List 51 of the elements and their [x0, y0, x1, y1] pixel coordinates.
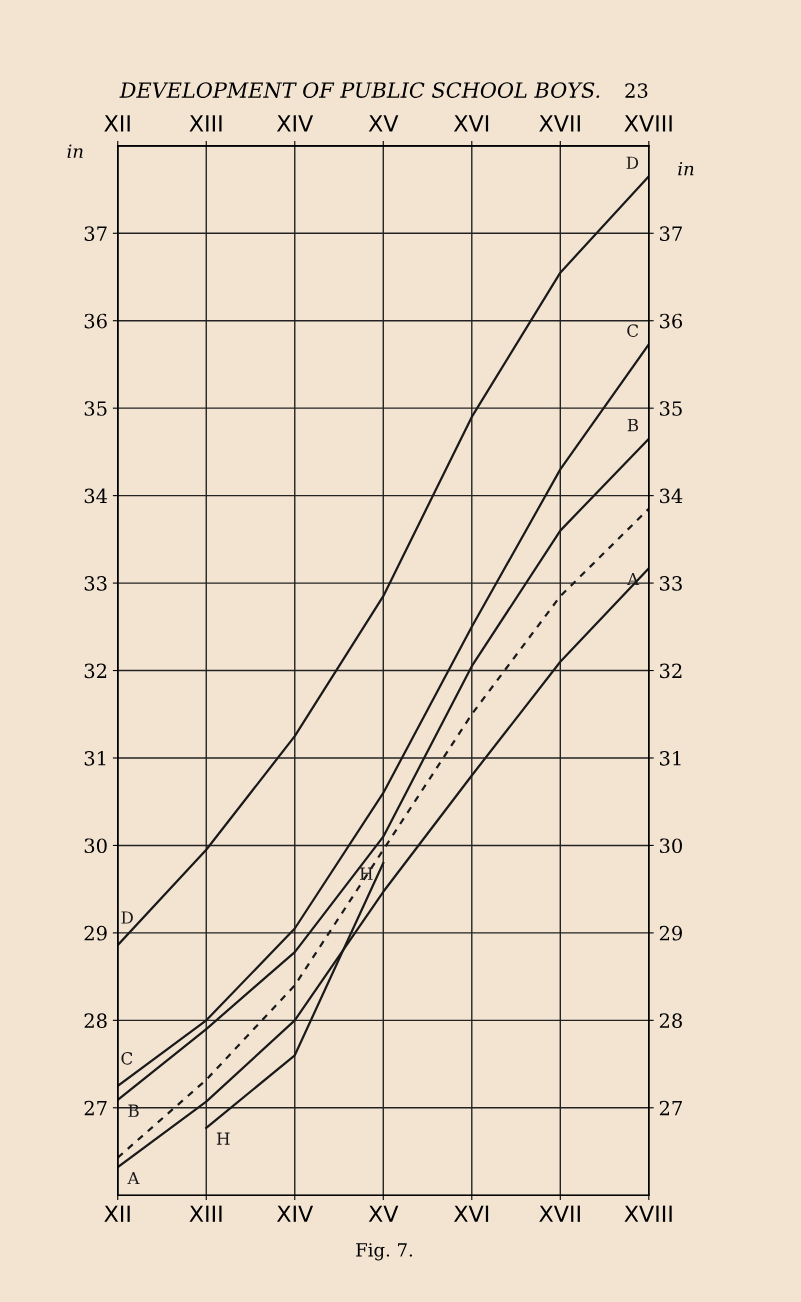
series-label: D: [121, 911, 133, 924]
y-tick-label: 31: [84, 750, 106, 766]
text: A: [127, 1171, 140, 1185]
y-tick-label: 30: [84, 838, 107, 854]
text: C: [627, 324, 639, 337]
x-tick-label: XII: [104, 1205, 130, 1222]
x-tick-label: XIV: [276, 1205, 314, 1222]
y2-tick-label: 37: [660, 226, 682, 241]
text: 23: [625, 83, 648, 98]
y-axis-title: in: [67, 144, 83, 158]
y-tick-label: 35: [84, 401, 107, 416]
x-tick-label: XV: [368, 1205, 399, 1222]
y2-tick-label: 34: [660, 488, 683, 504]
y2-tick-label: 33: [660, 576, 682, 591]
y2-tick-label: 27: [659, 1100, 682, 1116]
category-label: XII: [104, 115, 130, 132]
y-tick-label: 29: [84, 925, 107, 941]
x-tick-label: XVI: [453, 1205, 489, 1222]
series-label: C: [121, 1052, 133, 1065]
category-label: XIII: [189, 115, 222, 132]
series-label: B: [128, 1104, 139, 1117]
text: B: [627, 419, 639, 432]
y2-axis-title: in: [678, 162, 694, 176]
category-label: XVIII: [624, 115, 672, 132]
category-label: XVII: [539, 115, 580, 132]
x-tick-label: XIII: [189, 1205, 222, 1222]
y2-tick-label: 31: [660, 750, 681, 766]
category-label: XVI: [453, 115, 489, 132]
series-label: H: [359, 867, 373, 880]
y2-tick-label: 36: [660, 313, 683, 329]
x-tick-label: XVII: [539, 1205, 580, 1222]
category-label: XIV: [276, 115, 314, 132]
text: H: [216, 1132, 230, 1145]
y-tick-label: 28: [84, 1013, 107, 1028]
caption: Fig. 7.: [356, 1243, 413, 1261]
category-label: XV: [368, 115, 399, 132]
text: D: [626, 156, 639, 169]
y2-tick-label: 29: [659, 925, 682, 941]
y2-tick-label: 28: [659, 1013, 682, 1028]
y-tick-label: 27: [84, 1100, 107, 1116]
y-tick-label: 34: [84, 488, 108, 504]
y-tick-label: 36: [84, 313, 107, 329]
x-tick-label: XVIII: [624, 1205, 672, 1222]
chart-title: DEVELOPMENT OF PUBLIC SCHOOL BOYS.: [119, 82, 600, 98]
y-tick-label: 33: [84, 576, 107, 591]
y2-tick-label: 30: [660, 838, 682, 854]
y-tick-label: 32: [84, 663, 107, 679]
y2-tick-label: 35: [660, 401, 682, 416]
series-label: A: [626, 572, 640, 586]
y-tick-label: 37: [84, 226, 107, 241]
y2-tick-label: 32: [660, 663, 682, 679]
